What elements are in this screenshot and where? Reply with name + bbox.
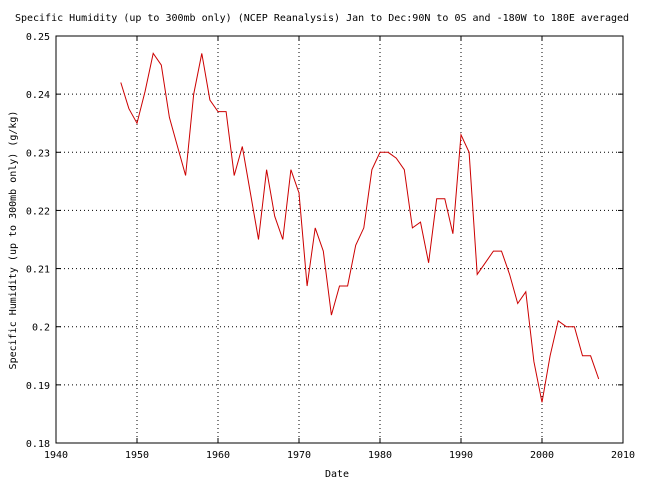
y-tick-label: 0.18 bbox=[26, 439, 50, 450]
plot-frame bbox=[55, 35, 624, 444]
x-tick-label: 1960 bbox=[206, 450, 230, 461]
x-tick-label: 1950 bbox=[125, 450, 149, 461]
y-axis-label: Specific Humidity (up to 300mb only) (g/… bbox=[8, 111, 19, 370]
y-tick-label: 0.22 bbox=[26, 206, 50, 217]
x-tick-label: 1940 bbox=[44, 450, 68, 461]
chart-title: Specific Humidity (up to 300mb only) (NC… bbox=[15, 13, 629, 24]
x-tick-label: 2000 bbox=[530, 450, 554, 461]
grid-lines bbox=[56, 36, 623, 443]
x-tick-label: 2010 bbox=[611, 450, 635, 461]
series-layer bbox=[120, 52, 600, 403]
x-axis-label: Date bbox=[325, 469, 349, 480]
y-tick-label: 0.25 bbox=[26, 32, 50, 43]
y-tick-label: 0.19 bbox=[26, 381, 50, 392]
axis-ticks: 1940 1950 1960 1970 1980 1990 2000 2010 0.18 0.19… bbox=[26, 32, 635, 461]
x-tick-label: 1970 bbox=[287, 450, 311, 461]
series-line bbox=[120, 52, 600, 403]
x-tick-label: 1990 bbox=[449, 450, 473, 461]
y-tick-label: 0.23 bbox=[26, 148, 50, 159]
y-tick-label: 0.2 bbox=[32, 323, 50, 334]
y-tick-label: 0.24 bbox=[26, 90, 50, 101]
y-tick-label: 0.21 bbox=[26, 265, 50, 276]
x-tick-label: 1980 bbox=[368, 450, 392, 461]
